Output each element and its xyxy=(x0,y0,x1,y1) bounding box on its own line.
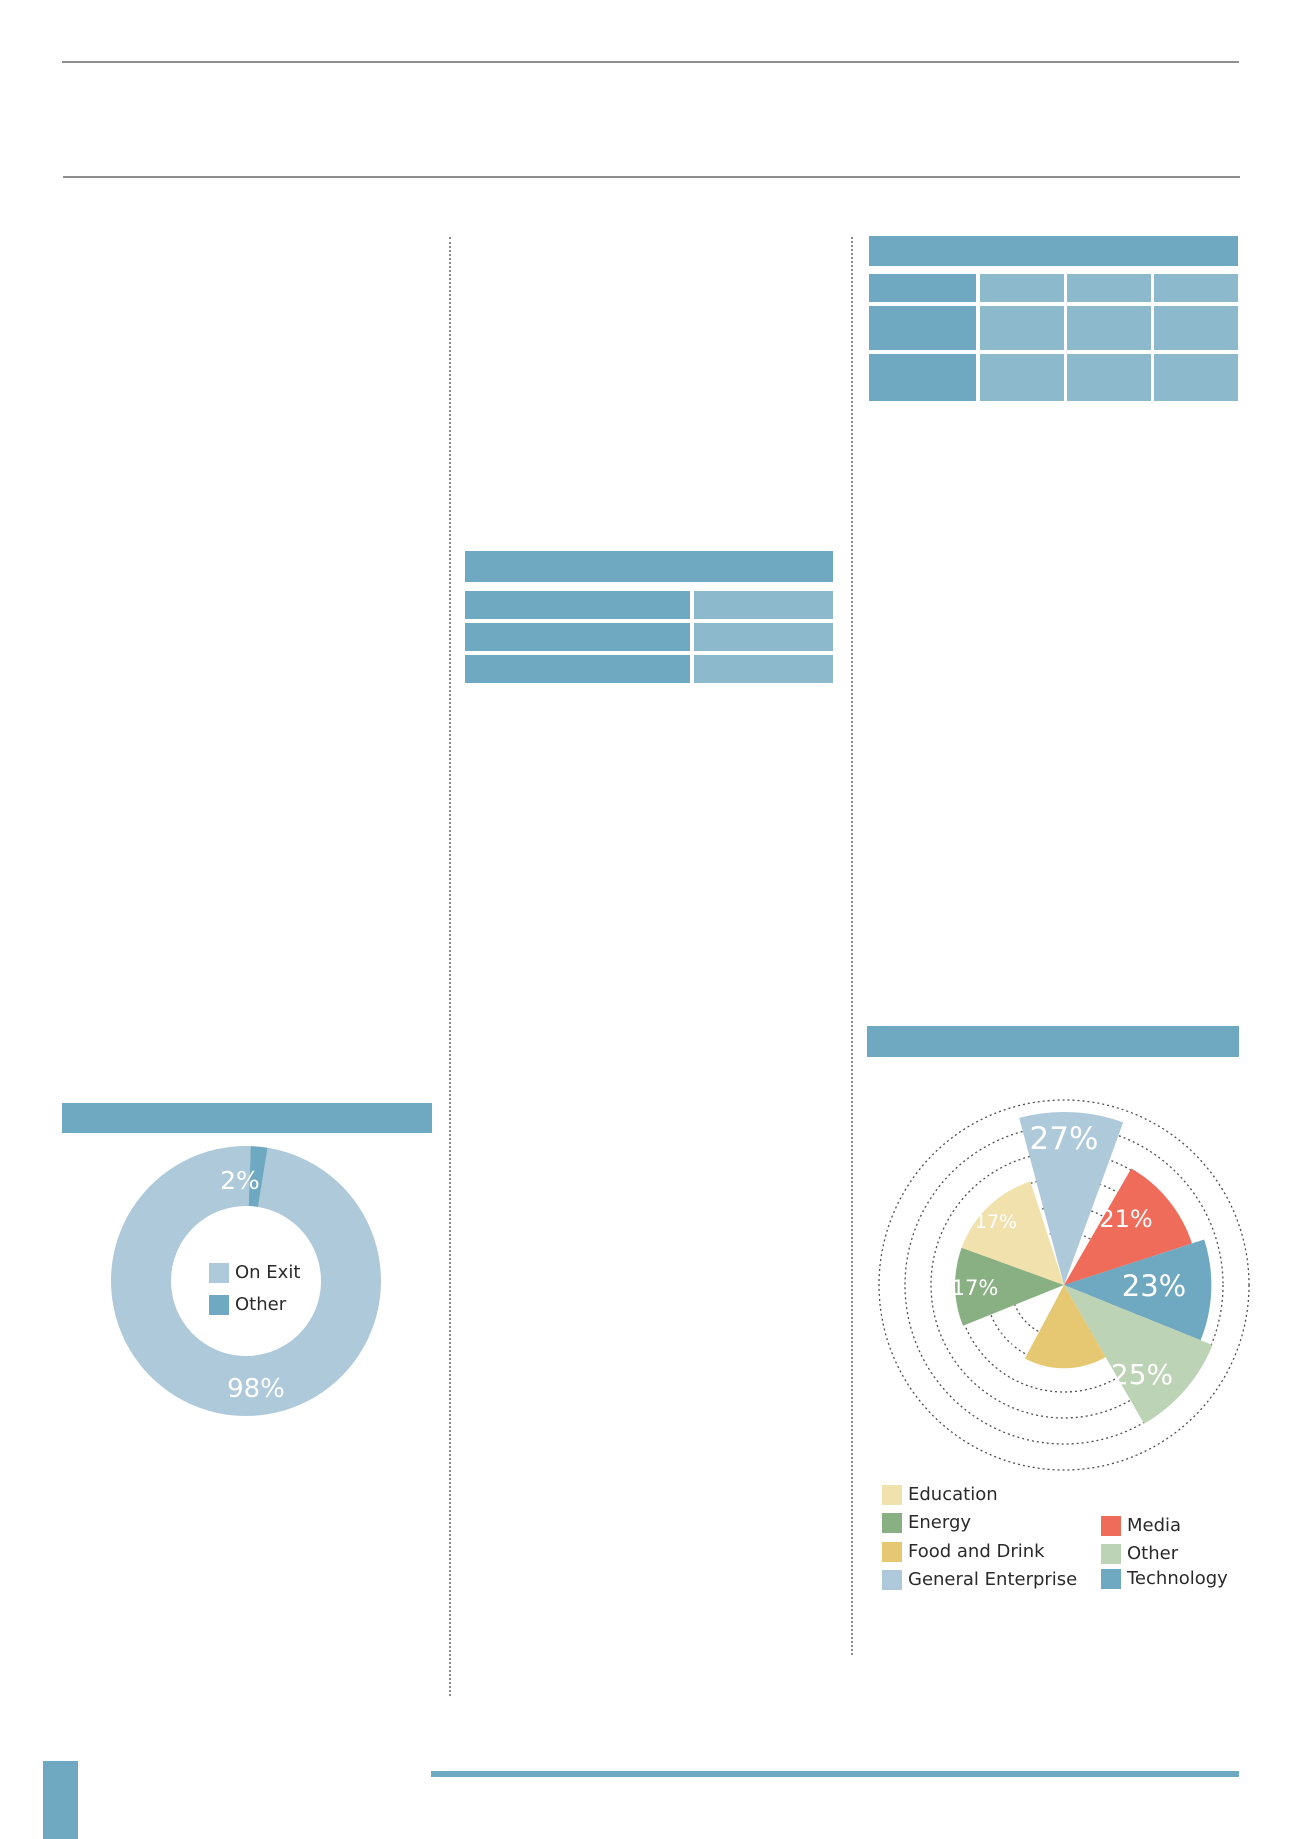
polar-label-technology: 23% xyxy=(1122,1269,1186,1303)
middle-table-row-2-label-cell xyxy=(465,623,690,651)
header-top-rule xyxy=(62,61,1239,63)
polar-label-energy: 17% xyxy=(952,1276,999,1300)
right-table-row-2-label-cell xyxy=(869,306,976,350)
middle-table-row-3-value-cell xyxy=(694,655,833,683)
right-table-row-2-cell-3 xyxy=(1154,306,1238,350)
right-table-row-2-cell-1 xyxy=(980,306,1064,350)
technology-swatch xyxy=(1101,1568,1121,1589)
polar-legend-label-general-enterprise: General Enterprise xyxy=(908,1569,1078,1590)
right-table-row-1-cell-1 xyxy=(980,274,1064,302)
other-swatch xyxy=(209,1294,229,1315)
right-table-header-bar xyxy=(869,236,1238,266)
header-bottom-rule xyxy=(63,176,1240,178)
polar-slice-other xyxy=(1064,1285,1213,1424)
polar-grid-ring-2 xyxy=(904,1125,1224,1445)
column-divider-right xyxy=(851,237,853,1655)
polar-legend-item-general-enterprise: General Enterprise xyxy=(882,1569,1077,1590)
footer-tab xyxy=(43,1761,78,1839)
donut-slice-on-exit xyxy=(110,1146,381,1416)
middle-table-row-2-value-cell xyxy=(694,623,833,651)
donut-legend-item-other: Other xyxy=(209,1294,286,1315)
middle-table-row-1-value-cell xyxy=(694,591,833,619)
right-table-row-3-cell-1 xyxy=(980,354,1064,401)
middle-table-row-1-label-cell xyxy=(465,591,690,619)
polar-area-chart: 27% 21% 23% 25% 13% 17% 17% xyxy=(878,1099,1250,1471)
right-table-row-1-cell-2 xyxy=(1067,274,1151,302)
general-enterprise-swatch xyxy=(882,1569,902,1590)
footer-line xyxy=(431,1771,1239,1777)
polar-grid-ring-1 xyxy=(878,1099,1250,1471)
polar-slice-technology xyxy=(1064,1239,1212,1341)
donut-legend: On Exit Other xyxy=(209,1262,329,1322)
polar-legend-label-other: Other xyxy=(1127,1543,1179,1564)
donut-label-other: 2% xyxy=(220,1166,260,1195)
polar-slice-food-and-drink xyxy=(1024,1285,1106,1369)
polar-label-general-enterprise: 27% xyxy=(1030,1121,1099,1157)
donut-chart: 98% 2% xyxy=(110,1146,381,1416)
other-swatch-polar xyxy=(1101,1543,1121,1564)
polar-legend-item-education: Education xyxy=(882,1484,998,1505)
donut-legend-item-on-exit: On Exit xyxy=(209,1262,300,1283)
right-table-row-3-cell-3 xyxy=(1154,354,1238,401)
polar-chart-header-bar xyxy=(867,1026,1239,1057)
right-table-row-1-cell-3 xyxy=(1154,274,1238,302)
polar-legend-item-technology: Technology xyxy=(1101,1568,1228,1589)
donut-legend-label-other: Other xyxy=(235,1294,287,1315)
column-divider-left xyxy=(449,237,451,1696)
on-exit-swatch xyxy=(209,1262,229,1283)
polar-label-food-and-drink: 13% xyxy=(995,1331,1033,1351)
polar-label-education: 17% xyxy=(975,1211,1017,1233)
right-table-row-3-label-cell xyxy=(869,354,976,401)
polar-legend-item-food-and-drink: Food and Drink xyxy=(882,1541,1045,1562)
energy-swatch xyxy=(882,1512,902,1533)
polar-slice-energy xyxy=(955,1247,1064,1326)
right-table-row-1-label-cell xyxy=(869,274,976,302)
education-swatch xyxy=(882,1484,902,1505)
middle-table-header-bar xyxy=(465,551,833,582)
food-and-drink-swatch xyxy=(882,1541,902,1562)
right-table-row-3-cell-2 xyxy=(1067,354,1151,401)
polar-legend-item-energy: Energy xyxy=(882,1512,971,1533)
polar-legend-label-food-and-drink: Food and Drink xyxy=(908,1541,1045,1562)
polar-slice-media xyxy=(1064,1168,1192,1285)
polar-legend-item-media: Media xyxy=(1101,1515,1181,1536)
polar-legend-label-media: Media xyxy=(1127,1515,1182,1536)
middle-table-row-3-label-cell xyxy=(465,655,690,683)
polar-slice-general-enterprise xyxy=(1019,1112,1124,1285)
polar-label-media: 21% xyxy=(1099,1205,1152,1233)
donut-slice-other xyxy=(248,1146,268,1207)
polar-legend-label-technology: Technology xyxy=(1127,1568,1228,1589)
donut-legend-label-on-exit: On Exit xyxy=(235,1262,301,1283)
donut-label-on-exit: 98% xyxy=(227,1374,285,1404)
right-table-row-2-cell-2 xyxy=(1067,306,1151,350)
polar-legend-label-education: Education xyxy=(908,1484,998,1505)
donut-chart-header-bar xyxy=(62,1103,432,1133)
media-swatch xyxy=(1101,1515,1121,1536)
polar-legend-label-energy: Energy xyxy=(908,1512,972,1533)
polar-legend-item-other: Other xyxy=(1101,1543,1178,1564)
polar-label-other: 25% xyxy=(1111,1358,1173,1391)
polar-slice-education xyxy=(961,1181,1064,1285)
